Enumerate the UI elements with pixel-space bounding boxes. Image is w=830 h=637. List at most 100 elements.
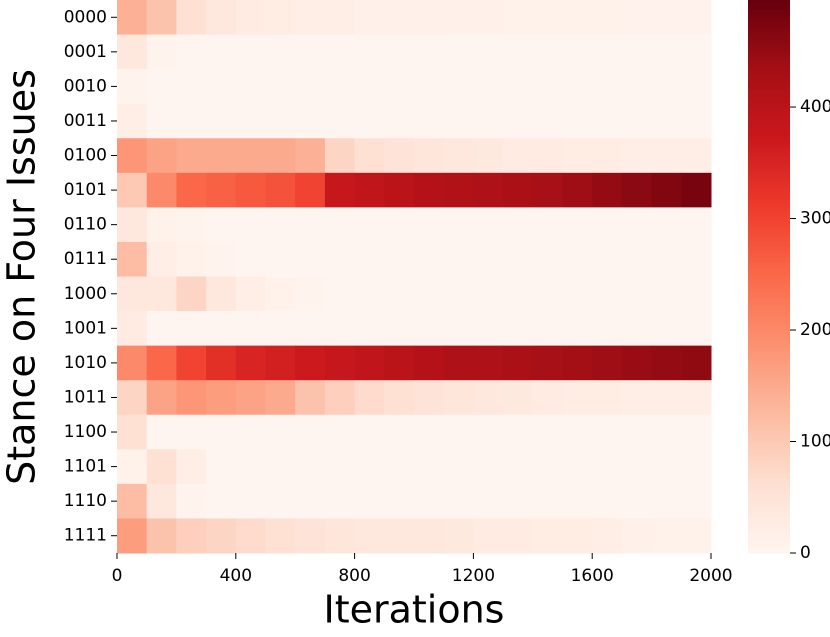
colorbar-segment [748, 146, 790, 150]
heatmap-cell [532, 34, 563, 70]
heatmap-cell [384, 311, 415, 347]
colorbar-segment [748, 489, 790, 493]
colorbar-segment [748, 270, 790, 275]
heatmap-cell [473, 276, 504, 312]
colorbar-segment [748, 425, 790, 430]
heatmap-cell [206, 207, 237, 243]
colorbar-segment [748, 215, 790, 219]
heatmap-cell [117, 103, 148, 139]
colorbar-segment [748, 13, 790, 18]
heatmap-cell [621, 483, 653, 519]
y-tick-label: 1101 [64, 457, 107, 477]
heatmap-cell [443, 207, 474, 243]
heatmap-cell [324, 207, 356, 243]
colorbar-segment [748, 367, 790, 372]
colorbar-segment [748, 547, 790, 551]
heatmap-cell [295, 483, 326, 519]
colorbar-segment [748, 268, 790, 272]
heatmap-cell [295, 449, 326, 485]
heatmap-cell [651, 69, 682, 105]
y-tick-label: 1010 [64, 353, 107, 373]
colorbar-segment [748, 406, 790, 410]
heatmap-cell [651, 449, 682, 485]
heatmap-cell [117, 138, 148, 174]
heatmap-cell [265, 449, 296, 485]
heatmap-cell [503, 103, 534, 139]
heatmap-cell [592, 414, 623, 450]
heatmap-cell [681, 103, 712, 139]
heatmap-cell [651, 311, 682, 347]
heatmap-cell [473, 414, 504, 450]
colorbar-segment [748, 337, 790, 341]
colorbar-segment [748, 323, 790, 327]
heatmap-cell [562, 241, 593, 277]
heatmap-cell [562, 172, 593, 208]
heatmap-cell [265, 172, 296, 208]
colorbar-segment [748, 235, 790, 239]
y-axis-label: Stance on Four Issues [0, 69, 44, 485]
colorbar-segment [748, 30, 790, 34]
heatmap-cell [265, 241, 296, 277]
heatmap-cell [562, 103, 593, 139]
colorbar-segment [748, 240, 790, 244]
heatmap-cell [681, 138, 712, 174]
heatmap-cell [562, 414, 593, 450]
heatmap-cell [532, 414, 563, 450]
colorbar-segment [748, 500, 790, 504]
heatmap-cell [265, 345, 296, 381]
colorbar-segment [748, 265, 790, 269]
heatmap-cell [384, 207, 415, 243]
heatmap-cell [176, 34, 207, 70]
colorbar-segment [748, 442, 790, 446]
heatmap-cell [621, 103, 653, 139]
heatmap-cell [117, 0, 148, 36]
heatmap-cell [265, 103, 296, 139]
heatmap-cell [503, 34, 534, 70]
heatmap-cell [146, 207, 177, 243]
heatmap-cell [235, 345, 266, 381]
colorbar-segment [748, 309, 790, 313]
colorbar-segment [748, 49, 790, 54]
colorbar-segment [748, 497, 790, 501]
colorbar-segment [748, 96, 790, 101]
colorbar-segment [748, 226, 790, 230]
heatmap-cell [532, 69, 563, 105]
heatmap-cell [532, 380, 563, 416]
colorbar-segment [748, 99, 790, 103]
heatmap-cell [354, 380, 385, 416]
heatmap-cell [176, 0, 207, 36]
heatmap-cell [324, 69, 356, 105]
heatmap-cell [651, 518, 682, 554]
x-axis-label: Iterations [324, 588, 505, 632]
heatmap-cell [651, 172, 682, 208]
colorbar-segment [748, 348, 790, 352]
colorbar-segment [748, 503, 790, 507]
colorbar-segment [748, 35, 790, 40]
heatmap-cell [206, 103, 237, 139]
colorbar-segment [748, 536, 790, 540]
heatmap-cell [384, 138, 415, 174]
y-tick-label: 0011 [64, 111, 107, 131]
colorbar-segment [748, 82, 790, 87]
heatmap-cell [146, 172, 177, 208]
heatmap-cell [414, 172, 445, 208]
colorbar-segment [748, 143, 790, 148]
heatmap-cell [295, 207, 326, 243]
heatmap-cell [532, 207, 563, 243]
colorbar-segment [748, 80, 790, 84]
heatmap-cell [414, 34, 445, 70]
heatmap-cell [176, 241, 207, 277]
heatmap-cell [592, 34, 623, 70]
x-tick-label: 0 [112, 566, 123, 586]
heatmap-cell [503, 0, 534, 36]
heatmap-cell [117, 172, 148, 208]
heatmap-cell [443, 0, 474, 36]
heatmap-cell [592, 518, 623, 554]
colorbar-segment [748, 453, 790, 457]
colorbar-segment [748, 492, 790, 496]
colorbar-segment [748, 196, 790, 200]
heatmap-cell [206, 449, 237, 485]
colorbar-segment [748, 411, 790, 416]
colorbar-segment [748, 149, 790, 153]
colorbar-segment [748, 2, 790, 7]
